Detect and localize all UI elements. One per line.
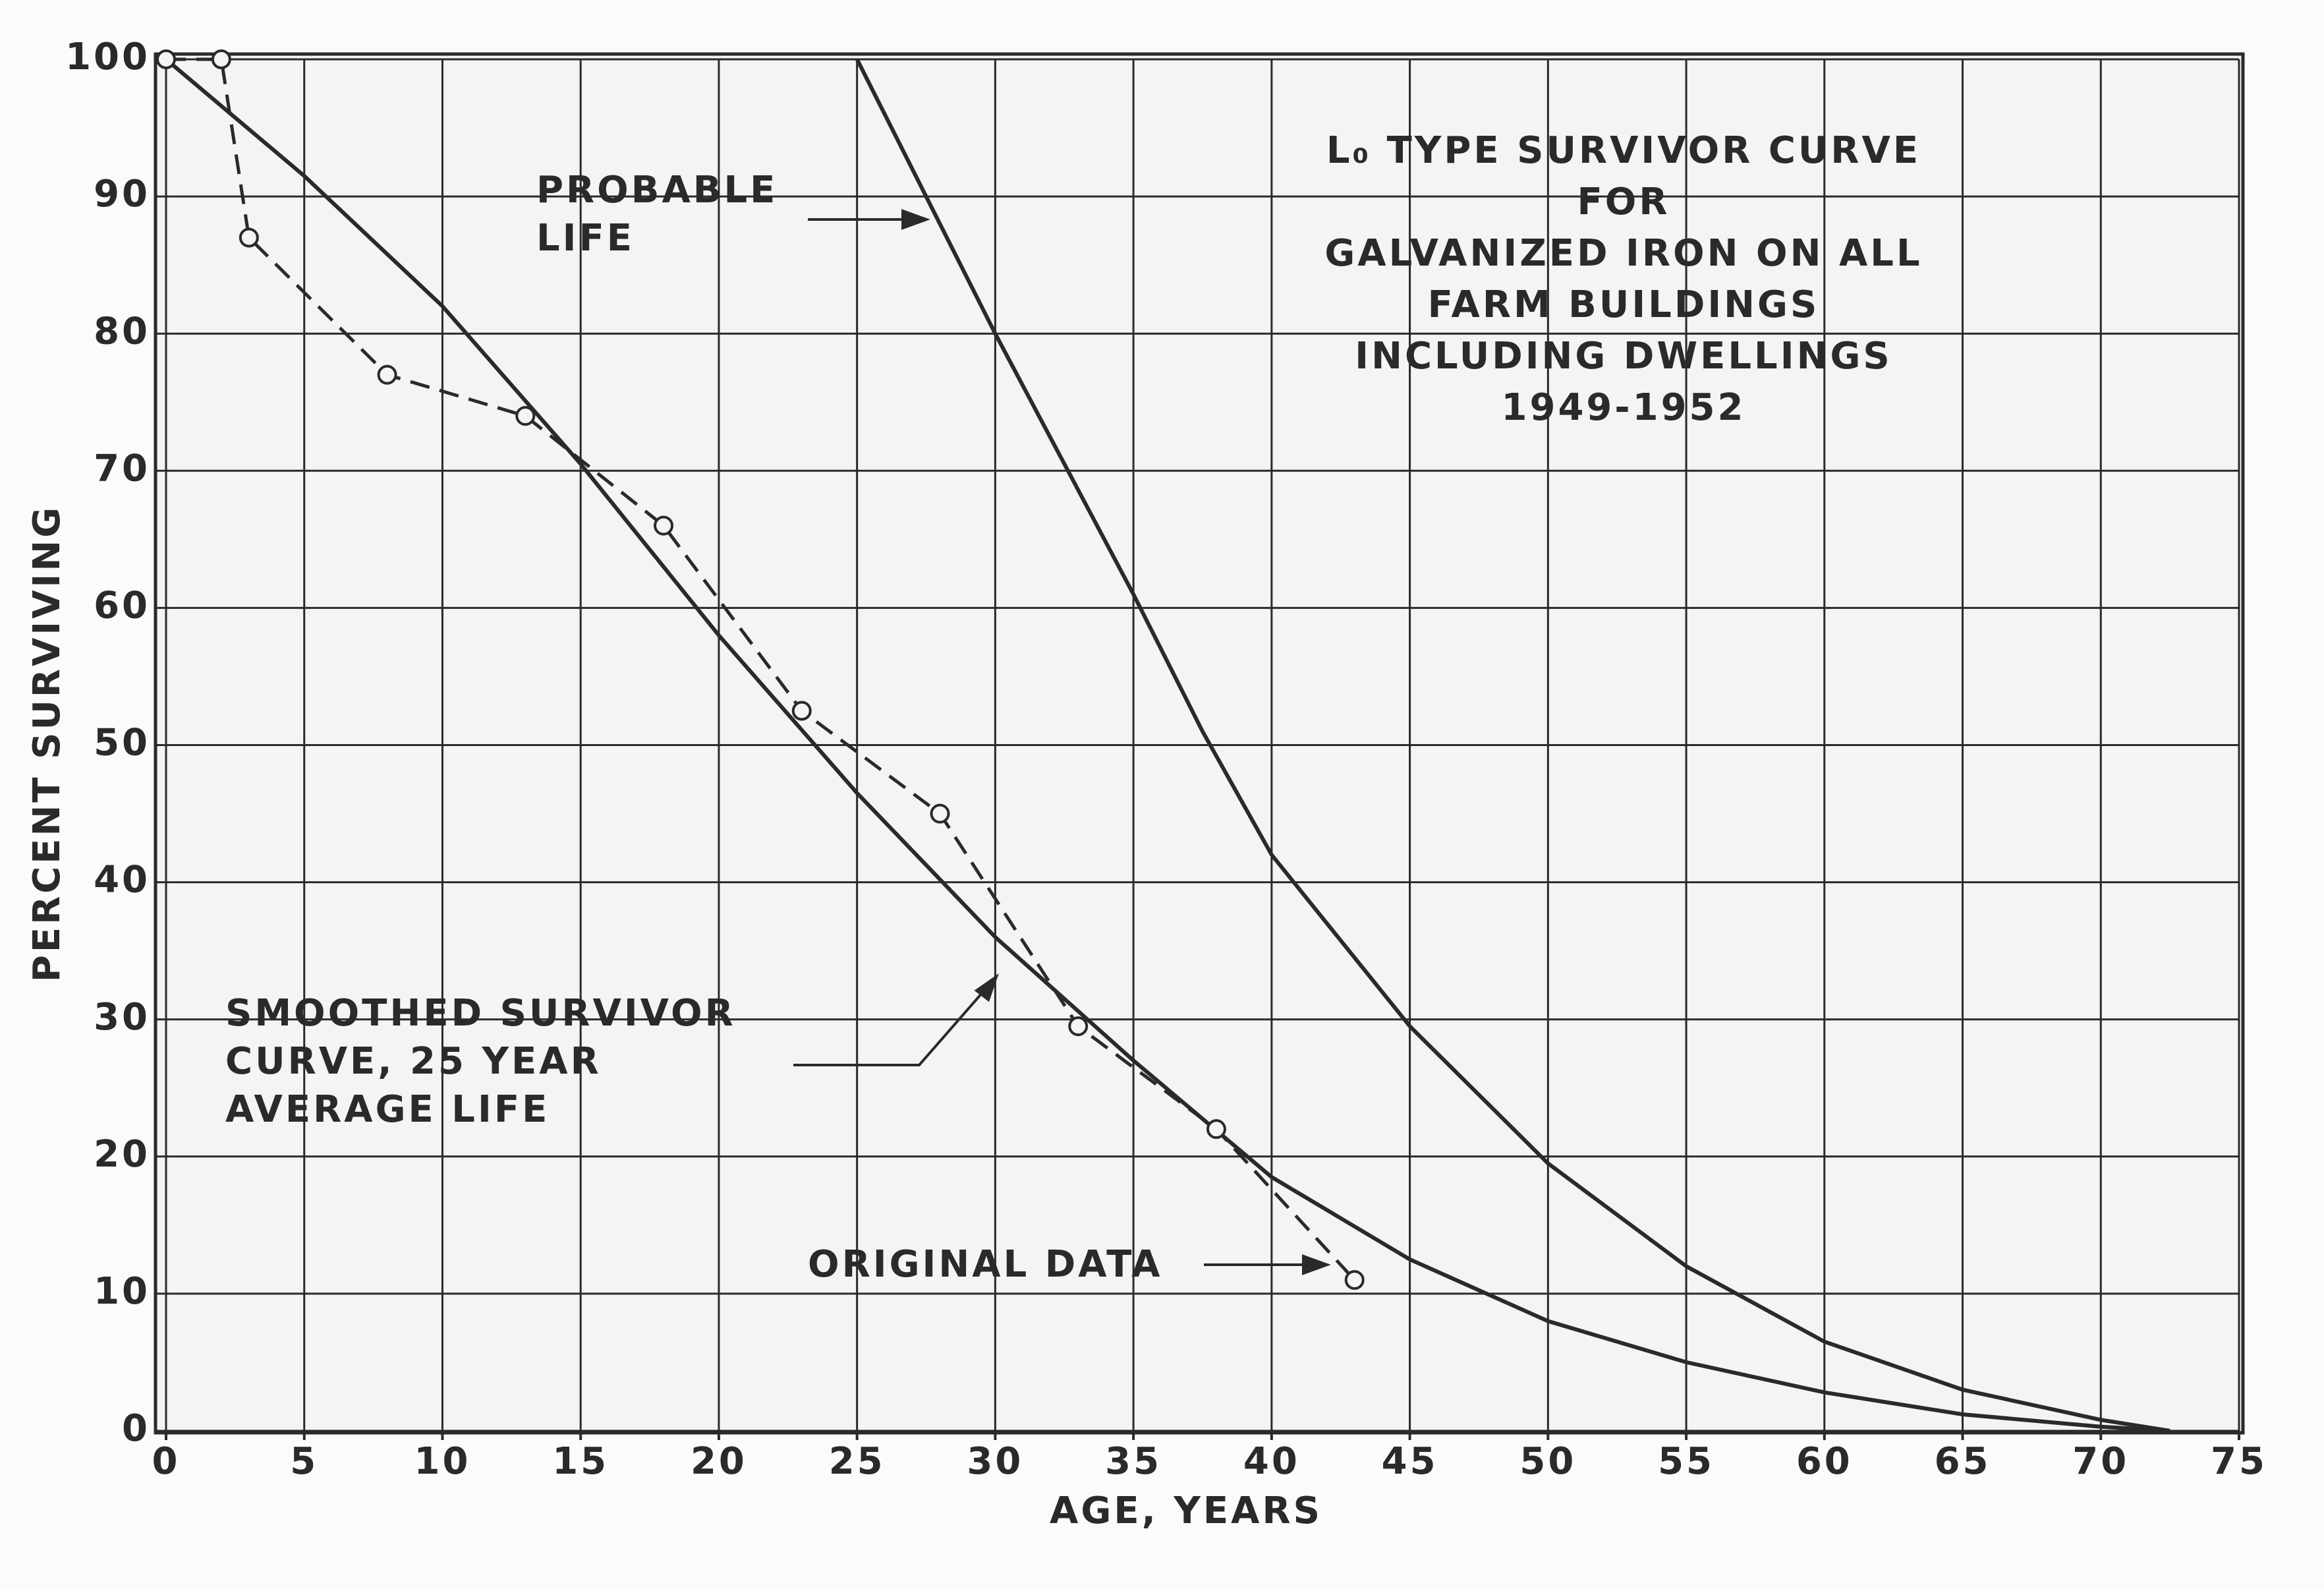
y-tick-label: 0	[122, 1407, 150, 1450]
data-point	[1344, 1270, 1365, 1290]
y-axis-label: PERCENT SURVIVING	[26, 505, 69, 982]
labels: 0 5 10 15 20 25 30 35 40 45 50 55 60 65 70 75 0 10 20 30 40 5…	[65, 36, 2267, 1483]
x-tick-label: 70	[2072, 1440, 2129, 1483]
series-annotation: CURVE, 25 YEAR	[225, 1040, 602, 1083]
x-tick-label: 30	[967, 1440, 1023, 1483]
chart-title: INCLUDING DWELLINGS	[1355, 335, 1892, 378]
x-tick-label: 35	[1105, 1440, 1162, 1483]
y-tick-label: 40	[94, 859, 150, 902]
arrowhead	[901, 209, 930, 230]
chart-title: GALVANIZED IRON ON ALL	[1324, 232, 1922, 275]
y-tick-label: 70	[94, 447, 150, 490]
y-tick-label: 90	[94, 173, 150, 216]
data-point	[156, 49, 176, 69]
data-point	[654, 515, 674, 536]
series-annotation: ORIGINAL DATA	[808, 1243, 1162, 1286]
series-annotation: AVERAGE LIFE	[225, 1088, 550, 1131]
y-tick-label: 30	[94, 996, 150, 1039]
series-annotation: PROBABLE	[536, 169, 778, 212]
arrow	[793, 981, 993, 1066]
chart-title: FOR	[1577, 181, 1670, 223]
x-tick-label: 50	[1519, 1440, 1576, 1483]
x-tick-label: 60	[1796, 1440, 1853, 1483]
y-tick-label: 50	[94, 722, 150, 765]
x-tick-label: 15	[552, 1440, 609, 1483]
y-tick-label: 10	[94, 1270, 150, 1313]
chart-title: 1949-1952	[1502, 386, 1746, 429]
x-tick-label: 45	[1382, 1440, 1438, 1483]
series-line	[166, 57, 1356, 1281]
x-tick-label: 25	[829, 1440, 886, 1483]
data-point	[211, 49, 231, 69]
data-point	[930, 803, 950, 824]
arrowhead	[974, 973, 999, 1002]
y-tick-label: 60	[94, 585, 150, 627]
lines	[156, 49, 2170, 1433]
y-tick-label: 100	[65, 36, 150, 78]
x-tick-label: 65	[1935, 1440, 1991, 1483]
y-tick-label: 20	[94, 1133, 150, 1176]
series-annotation: LIFE	[536, 217, 635, 260]
arrowhead	[1302, 1254, 1331, 1275]
x-tick-label: 75	[2211, 1440, 2267, 1483]
grid	[156, 58, 2240, 1440]
data-point	[239, 227, 259, 248]
data-point	[791, 701, 812, 721]
x-tick-label: 10	[414, 1440, 470, 1483]
y-tick-label: 80	[94, 310, 150, 353]
series-annotation: SMOOTHED SURVIVOR	[225, 992, 736, 1035]
x-tick-label: 0	[152, 1440, 181, 1483]
chart-title: FARM BUILDINGS	[1428, 283, 1820, 326]
chart-title: L₀ TYPE SURVIVOR CURVE	[1326, 129, 1921, 172]
x-tick-label: 5	[290, 1440, 318, 1483]
data-point	[1206, 1119, 1226, 1140]
x-tick-label: 55	[1658, 1440, 1715, 1483]
data-point	[377, 364, 397, 385]
arrows	[793, 209, 1331, 1275]
x-tick-label: 40	[1243, 1440, 1300, 1483]
series-line	[855, 58, 2170, 1433]
x-tick-label: 20	[691, 1440, 747, 1483]
x-axis-label: AGE, YEARS	[1050, 1489, 1322, 1532]
data-point	[1068, 1016, 1089, 1037]
data-point	[515, 406, 536, 426]
plot-frame	[154, 52, 2245, 1435]
